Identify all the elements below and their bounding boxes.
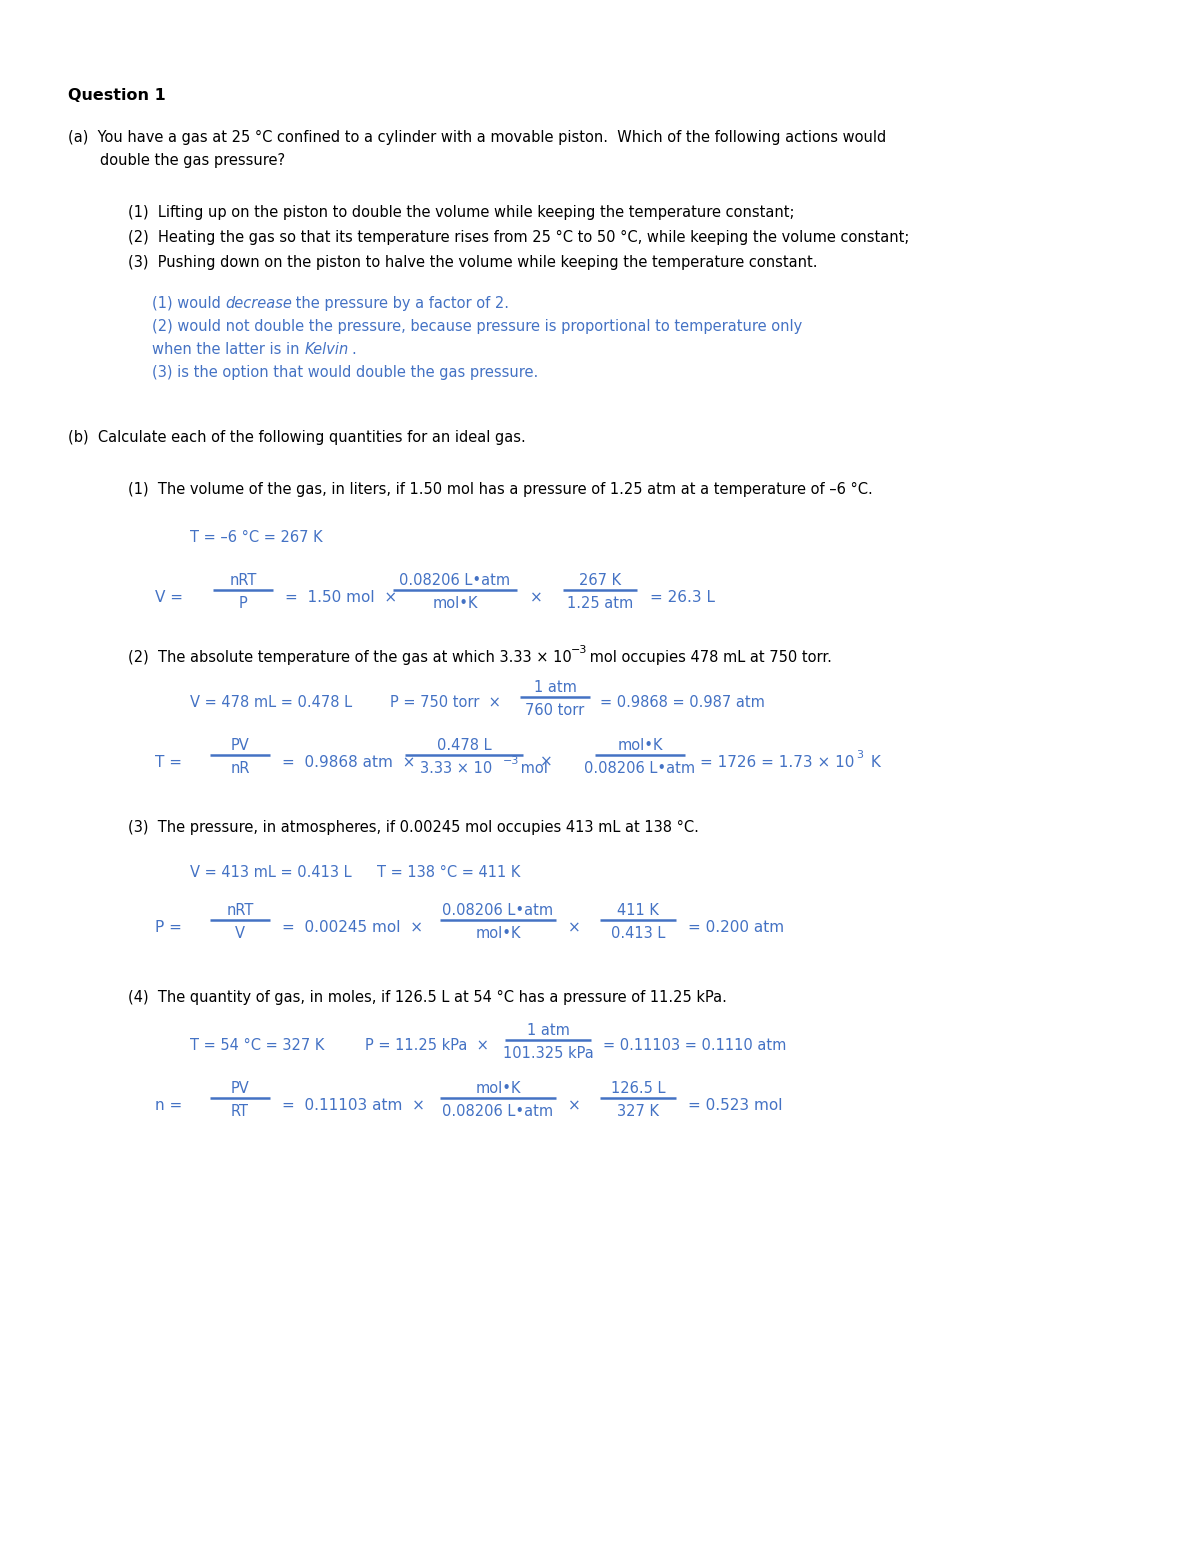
- Text: T = –6 °C = 267 K: T = –6 °C = 267 K: [190, 530, 323, 545]
- Text: mol•K: mol•K: [617, 738, 662, 753]
- Text: 3: 3: [856, 750, 863, 759]
- Text: V = 478 mL = 0.478 L: V = 478 mL = 0.478 L: [190, 696, 352, 710]
- Text: 126.5 L: 126.5 L: [611, 1081, 665, 1096]
- Text: V =: V =: [155, 590, 182, 606]
- Text: = 0.11103 = 0.1110 atm: = 0.11103 = 0.1110 atm: [604, 1037, 786, 1053]
- Text: −3: −3: [571, 644, 587, 655]
- Text: (1)  The volume of the gas, in liters, if 1.50 mol has a pressure of 1.25 atm at: (1) The volume of the gas, in liters, if…: [128, 481, 872, 497]
- Text: decrease: decrease: [226, 297, 292, 311]
- Text: 1 atm: 1 atm: [534, 680, 576, 696]
- Text: = 0.200 atm: = 0.200 atm: [688, 919, 784, 935]
- Text: (3)  The pressure, in atmospheres, if 0.00245 mol occupies 413 mL at 138 °C.: (3) The pressure, in atmospheres, if 0.0…: [128, 820, 698, 836]
- Text: V = 413 mL = 0.413 L: V = 413 mL = 0.413 L: [190, 865, 352, 881]
- Text: (3) is the option that would double the gas pressure.: (3) is the option that would double the …: [152, 365, 539, 380]
- Text: double the gas pressure?: double the gas pressure?: [100, 154, 286, 168]
- Text: 0.478 L: 0.478 L: [437, 738, 491, 753]
- Text: (3)  Pushing down on the piston to halve the volume while keeping the temperatur: (3) Pushing down on the piston to halve …: [128, 255, 817, 270]
- Text: PV: PV: [230, 1081, 250, 1096]
- Text: ×: ×: [540, 755, 553, 770]
- Text: PV: PV: [230, 738, 250, 753]
- Text: V: V: [235, 926, 245, 941]
- Text: −3: −3: [503, 756, 520, 766]
- Text: P = 750 torr  ×: P = 750 torr ×: [390, 696, 500, 710]
- Text: nRT: nRT: [227, 902, 253, 918]
- Text: (4)  The quantity of gas, in moles, if 126.5 L at 54 °C has a pressure of 11.25 : (4) The quantity of gas, in moles, if 12…: [128, 989, 727, 1005]
- Text: (2)  Heating the gas so that its temperature rises from 25 °C to 50 °C, while ke: (2) Heating the gas so that its temperat…: [128, 230, 910, 245]
- Text: K: K: [866, 755, 881, 770]
- Text: mol occupies 478 mL at 750 torr.: mol occupies 478 mL at 750 torr.: [586, 651, 832, 665]
- Text: T = 54 °C = 327 K: T = 54 °C = 327 K: [190, 1037, 324, 1053]
- Text: (b)  Calculate each of the following quantities for an ideal gas.: (b) Calculate each of the following quan…: [68, 430, 526, 446]
- Text: mol•K: mol•K: [432, 596, 478, 610]
- Text: (1) would: (1) would: [152, 297, 226, 311]
- Text: (2) would not double the pressure, because pressure is proportional to temperatu: (2) would not double the pressure, becau…: [152, 318, 803, 334]
- Text: RT: RT: [230, 1104, 250, 1120]
- Text: 411 K: 411 K: [617, 902, 659, 918]
- Text: P: P: [239, 596, 247, 610]
- Text: =  0.9868 atm  ×: = 0.9868 atm ×: [282, 755, 415, 770]
- Text: 1 atm: 1 atm: [527, 1023, 570, 1037]
- Text: (a)  You have a gas at 25 °C confined to a cylinder with a movable piston.  Whic: (a) You have a gas at 25 °C confined to …: [68, 130, 887, 144]
- Text: mol•K: mol•K: [475, 1081, 521, 1096]
- Text: =  0.11103 atm  ×: = 0.11103 atm ×: [282, 1098, 425, 1114]
- Text: 0.08206 L•atm: 0.08206 L•atm: [400, 573, 510, 589]
- Text: mol: mol: [516, 761, 548, 776]
- Text: P =: P =: [155, 919, 182, 935]
- Text: when the latter is in: when the latter is in: [152, 342, 304, 357]
- Text: T = 138 °C = 411 K: T = 138 °C = 411 K: [377, 865, 521, 881]
- Text: 3.33 × 10: 3.33 × 10: [420, 761, 492, 776]
- Text: 0.413 L: 0.413 L: [611, 926, 665, 941]
- Text: =  0.00245 mol  ×: = 0.00245 mol ×: [282, 919, 424, 935]
- Text: n =: n =: [155, 1098, 182, 1114]
- Text: 267 K: 267 K: [578, 573, 622, 589]
- Text: 1.25 atm: 1.25 atm: [566, 596, 634, 610]
- Text: mol•K: mol•K: [475, 926, 521, 941]
- Text: (2)  The absolute temperature of the gas at which 3.33 × 10: (2) The absolute temperature of the gas …: [128, 651, 571, 665]
- Text: the pressure by a factor of 2.: the pressure by a factor of 2.: [292, 297, 509, 311]
- Text: P = 11.25 kPa  ×: P = 11.25 kPa ×: [365, 1037, 488, 1053]
- Text: 760 torr: 760 torr: [526, 704, 584, 717]
- Text: =  1.50 mol  ×: = 1.50 mol ×: [286, 590, 397, 606]
- Text: = 26.3 L: = 26.3 L: [650, 590, 715, 606]
- Text: T =: T =: [155, 755, 182, 770]
- Text: 0.08206 L•atm: 0.08206 L•atm: [584, 761, 696, 776]
- Text: 0.08206 L•atm: 0.08206 L•atm: [443, 902, 553, 918]
- Text: ×: ×: [568, 1098, 581, 1114]
- Text: nRT: nRT: [229, 573, 257, 589]
- Text: Question 1: Question 1: [68, 89, 166, 102]
- Text: ×: ×: [568, 919, 581, 935]
- Text: .: .: [352, 342, 355, 357]
- Text: 0.08206 L•atm: 0.08206 L•atm: [443, 1104, 553, 1120]
- Text: = 0.9868 = 0.987 atm: = 0.9868 = 0.987 atm: [600, 696, 764, 710]
- Text: 327 K: 327 K: [617, 1104, 659, 1120]
- Text: = 0.523 mol: = 0.523 mol: [688, 1098, 782, 1114]
- Text: nR: nR: [230, 761, 250, 776]
- Text: (1)  Lifting up on the piston to double the volume while keeping the temperature: (1) Lifting up on the piston to double t…: [128, 205, 794, 221]
- Text: ×: ×: [530, 590, 542, 606]
- Text: Kelvin: Kelvin: [305, 342, 349, 357]
- Text: 101.325 kPa: 101.325 kPa: [503, 1047, 593, 1061]
- Text: = 1726 = 1.73 × 10: = 1726 = 1.73 × 10: [700, 755, 854, 770]
